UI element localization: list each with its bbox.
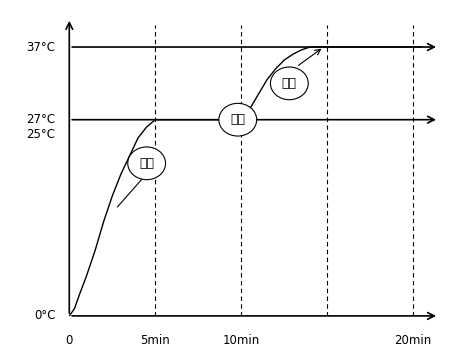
Text: 固态: 固态 bbox=[139, 157, 154, 170]
Ellipse shape bbox=[219, 103, 257, 136]
Text: 10min: 10min bbox=[223, 334, 260, 347]
Text: 5min: 5min bbox=[140, 334, 170, 347]
Text: 液态: 液态 bbox=[282, 77, 297, 90]
Ellipse shape bbox=[270, 67, 308, 100]
Text: 0: 0 bbox=[66, 334, 73, 347]
Text: 37°C: 37°C bbox=[26, 41, 55, 53]
Ellipse shape bbox=[128, 147, 165, 180]
Text: 25°C: 25°C bbox=[26, 128, 55, 141]
Text: 20min: 20min bbox=[395, 334, 432, 347]
Text: 27°C: 27°C bbox=[26, 113, 55, 126]
Text: 0°C: 0°C bbox=[34, 309, 55, 322]
Text: 液态: 液态 bbox=[230, 113, 245, 126]
